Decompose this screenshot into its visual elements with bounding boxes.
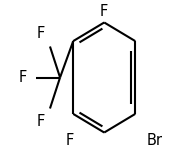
Text: F: F	[19, 70, 27, 85]
Text: Br: Br	[147, 133, 163, 148]
Text: F: F	[37, 26, 45, 41]
Text: F: F	[100, 4, 108, 19]
Text: F: F	[65, 133, 73, 148]
Text: F: F	[37, 114, 45, 129]
